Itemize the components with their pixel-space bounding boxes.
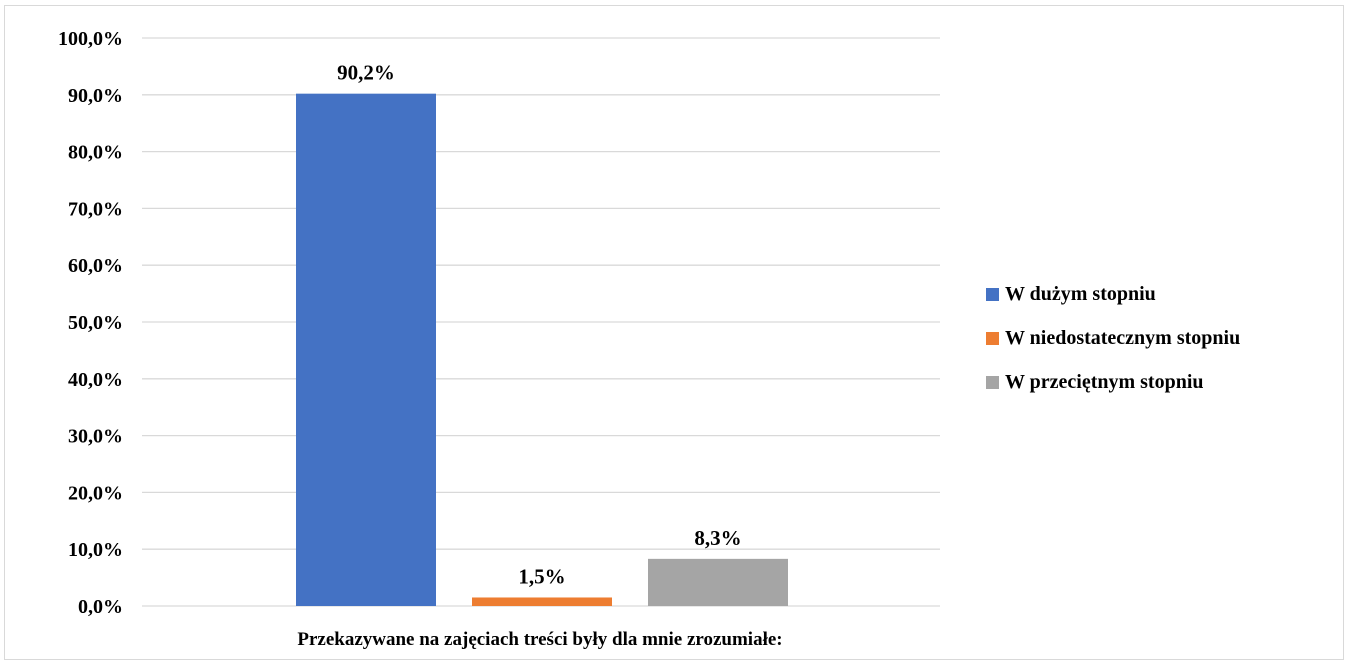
y-tick-label: 70,0% (68, 198, 123, 220)
bar-3 (648, 558, 788, 606)
category-label: Przekazywane na zajęciach treści były dl… (297, 629, 782, 650)
y-tick-label: 90,0% (68, 85, 123, 107)
chart-frame (4, 5, 1344, 660)
data-label-1: 90,2% (337, 61, 395, 85)
legend: W dużym stopniu W niedostatecznym stopni… (986, 280, 1240, 412)
y-tick-label: 60,0% (68, 255, 123, 277)
legend-label: W dużym stopniu (1005, 282, 1156, 305)
bar-2 (472, 597, 612, 606)
bar-1 (296, 93, 436, 606)
legend-item-w-niedostatecznym-stopniu: W niedostatecznym stopniu (986, 324, 1240, 352)
y-tick-label: 30,0% (68, 426, 123, 448)
y-tick-label: 100,0% (58, 28, 123, 50)
y-axis-tick-labels: 0,0% 10,0% 20,0% 30,0% 40,0% 50,0% 60,0% 70,0% 8… (58, 28, 123, 618)
legend-label: W przeciętnym stopniu (1005, 370, 1204, 393)
legend-label: W niedostatecznym stopniu (1005, 326, 1241, 349)
legend-item-w-duzym-stopniu: W dużym stopniu (986, 280, 1240, 308)
y-tick-label: 50,0% (68, 312, 123, 334)
legend-swatch-orange (986, 331, 999, 345)
bars (296, 93, 788, 606)
data-label-3: 8,3% (694, 526, 741, 550)
y-tick-label: 20,0% (68, 482, 123, 504)
y-tick-label: 40,0% (68, 369, 123, 391)
data-label-2: 1,5% (518, 564, 565, 588)
legend-swatch-blue (986, 287, 999, 301)
gridlines (142, 37, 940, 607)
y-tick-label: 80,0% (68, 142, 123, 164)
y-tick-label: 10,0% (68, 539, 123, 561)
legend-swatch-gray (986, 375, 999, 389)
y-tick-label: 0,0% (78, 596, 123, 618)
legend-item-w-przecietnym-stopniu: W przeciętnym stopniu (986, 368, 1240, 396)
data-labels: 90,2% 1,5% 8,3% (337, 61, 742, 589)
